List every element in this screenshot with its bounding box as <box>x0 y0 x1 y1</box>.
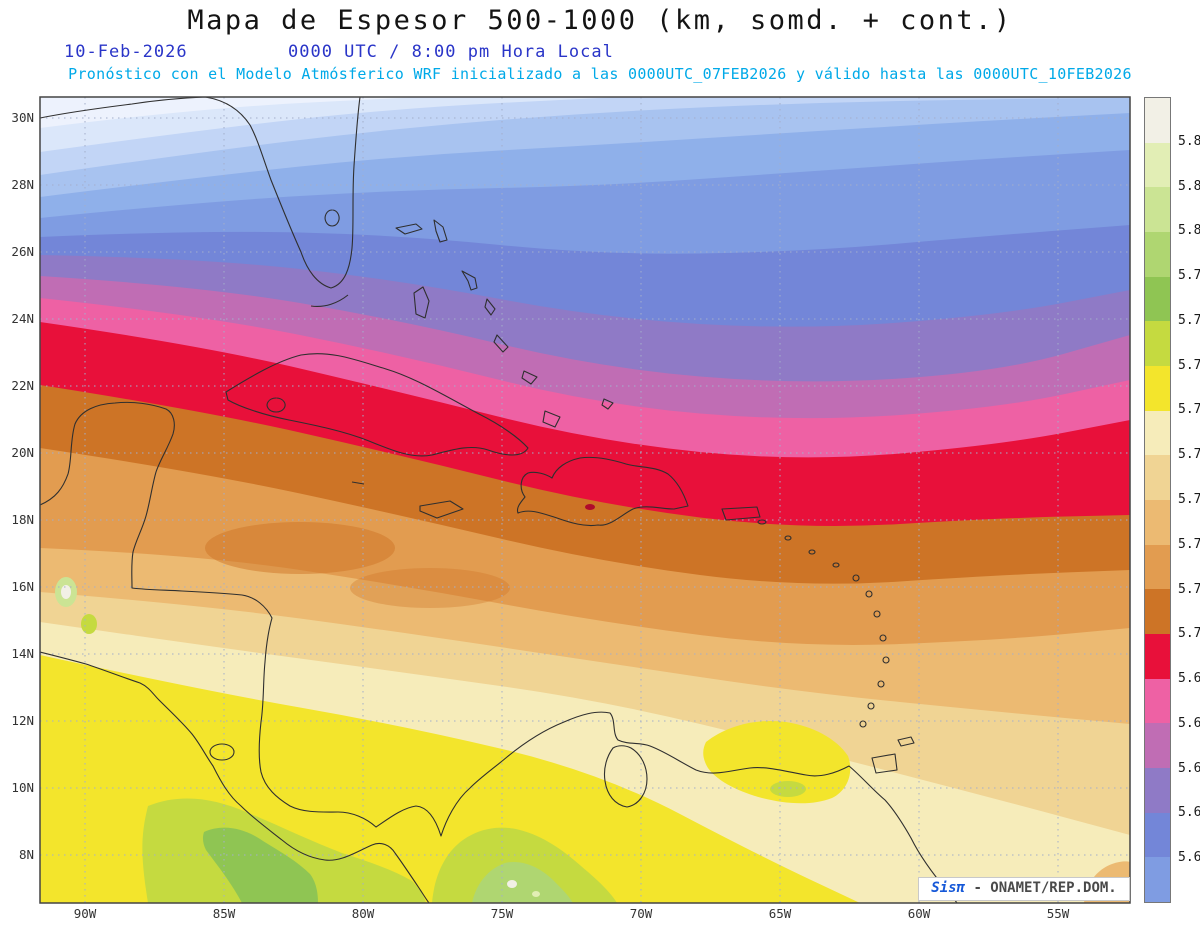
lat-label: 30N <box>11 110 34 125</box>
coastlines <box>40 97 958 903</box>
lon-label: 75W <box>490 906 514 921</box>
colorbar-segment <box>1145 321 1170 367</box>
lat-label: 28N <box>11 177 34 192</box>
lat-label: 12N <box>11 713 34 728</box>
valid-time: 0000 UTC / 8:00 pm Hora Local <box>288 42 614 62</box>
colorbar-label: 5.736 <box>1178 492 1200 507</box>
lon-label: 65W <box>768 906 792 921</box>
colorbar-label: 5.712 <box>1178 581 1200 597</box>
colorbar-label: 5.724 <box>1178 536 1200 552</box>
colorbar-segment <box>1145 98 1170 144</box>
lon-label: 60W <box>907 906 931 921</box>
lat-label: 22N <box>11 378 34 393</box>
valid-date: 10-Feb-2026 <box>64 42 188 62</box>
colorbar-label: 5.748 <box>1178 447 1200 463</box>
lon-label: 85W <box>212 906 236 921</box>
colorbar-segment <box>1145 589 1170 635</box>
lat-label: 24N <box>11 311 34 326</box>
pi-symbol: π <box>956 880 965 896</box>
colorbar-segment <box>1145 678 1170 725</box>
lon-label: 70W <box>629 906 653 921</box>
lat-label: 10N <box>11 780 34 795</box>
colorbar <box>1144 97 1171 903</box>
colorbar-segment <box>1145 187 1170 233</box>
colorbar-segment <box>1145 634 1170 680</box>
colorbar-segment <box>1145 410 1170 457</box>
attribution-org: ONAMET/REP.DOM. <box>990 880 1117 896</box>
contour-bands <box>40 97 1130 903</box>
colorbar-segment <box>1145 768 1170 814</box>
colorbar-label: 5.688 <box>1178 671 1200 687</box>
lat-label: 20N <box>11 445 34 460</box>
attribution-logo-text: Sis <box>931 880 957 896</box>
colorbar-label: 5.652 <box>1178 805 1200 821</box>
colorbar-segment <box>1145 723 1170 769</box>
attribution-box: Sisπ - ONAMET/REP.DOM. <box>918 877 1130 901</box>
colorbar-segment <box>1145 544 1170 591</box>
colorbar-segment <box>1145 857 1170 902</box>
lat-label: 8N <box>18 847 34 862</box>
colorbar-label: 5.819 <box>1178 178 1200 194</box>
page-title: Mapa de Espesor 500-1000 (km, somd. + co… <box>187 5 1013 36</box>
colorbar-label: 5.664 <box>1178 760 1200 776</box>
forecast-description: Pronóstico con el Modelo Atmósferico WRF… <box>68 65 1132 83</box>
attribution-logo: Sisπ <box>931 880 965 896</box>
lon-label: 90W <box>73 906 97 921</box>
colorbar-segment <box>1145 276 1170 323</box>
colorbar-segment <box>1145 366 1170 412</box>
lat-label: 16N <box>11 579 34 594</box>
attribution-separator: - <box>973 880 991 896</box>
colorbar-label: 5.807 <box>1178 223 1200 239</box>
colorbar-segment <box>1145 232 1170 278</box>
colorbar-label: 5.831 <box>1178 133 1200 149</box>
colorbar-label: 5.64 <box>1178 850 1200 866</box>
lat-label: 18N <box>11 512 34 527</box>
colorbar-label: 5.783 <box>1178 312 1200 328</box>
lat-label: 14N <box>11 646 34 661</box>
map-frame <box>39 96 1131 904</box>
lat-label: 26N <box>11 244 34 259</box>
lesser-antilles <box>757 519 890 728</box>
lon-label: 80W <box>351 906 375 921</box>
colorbar-segment <box>1145 455 1170 501</box>
colorbar-label: 5.7 <box>1178 626 1200 642</box>
colorbar-segment <box>1145 812 1170 859</box>
lon-label: 55W <box>1046 906 1070 921</box>
colorbar-segment <box>1145 500 1170 546</box>
colorbar-label: 5.772 <box>1178 357 1200 373</box>
grid-lines <box>40 97 1130 903</box>
colorbar-label: 5.676 <box>1178 715 1200 731</box>
colorbar-label: 5.76 <box>1178 402 1200 418</box>
colorbar-segment <box>1145 142 1170 189</box>
colorbar-label: 5.795 <box>1178 268 1200 284</box>
